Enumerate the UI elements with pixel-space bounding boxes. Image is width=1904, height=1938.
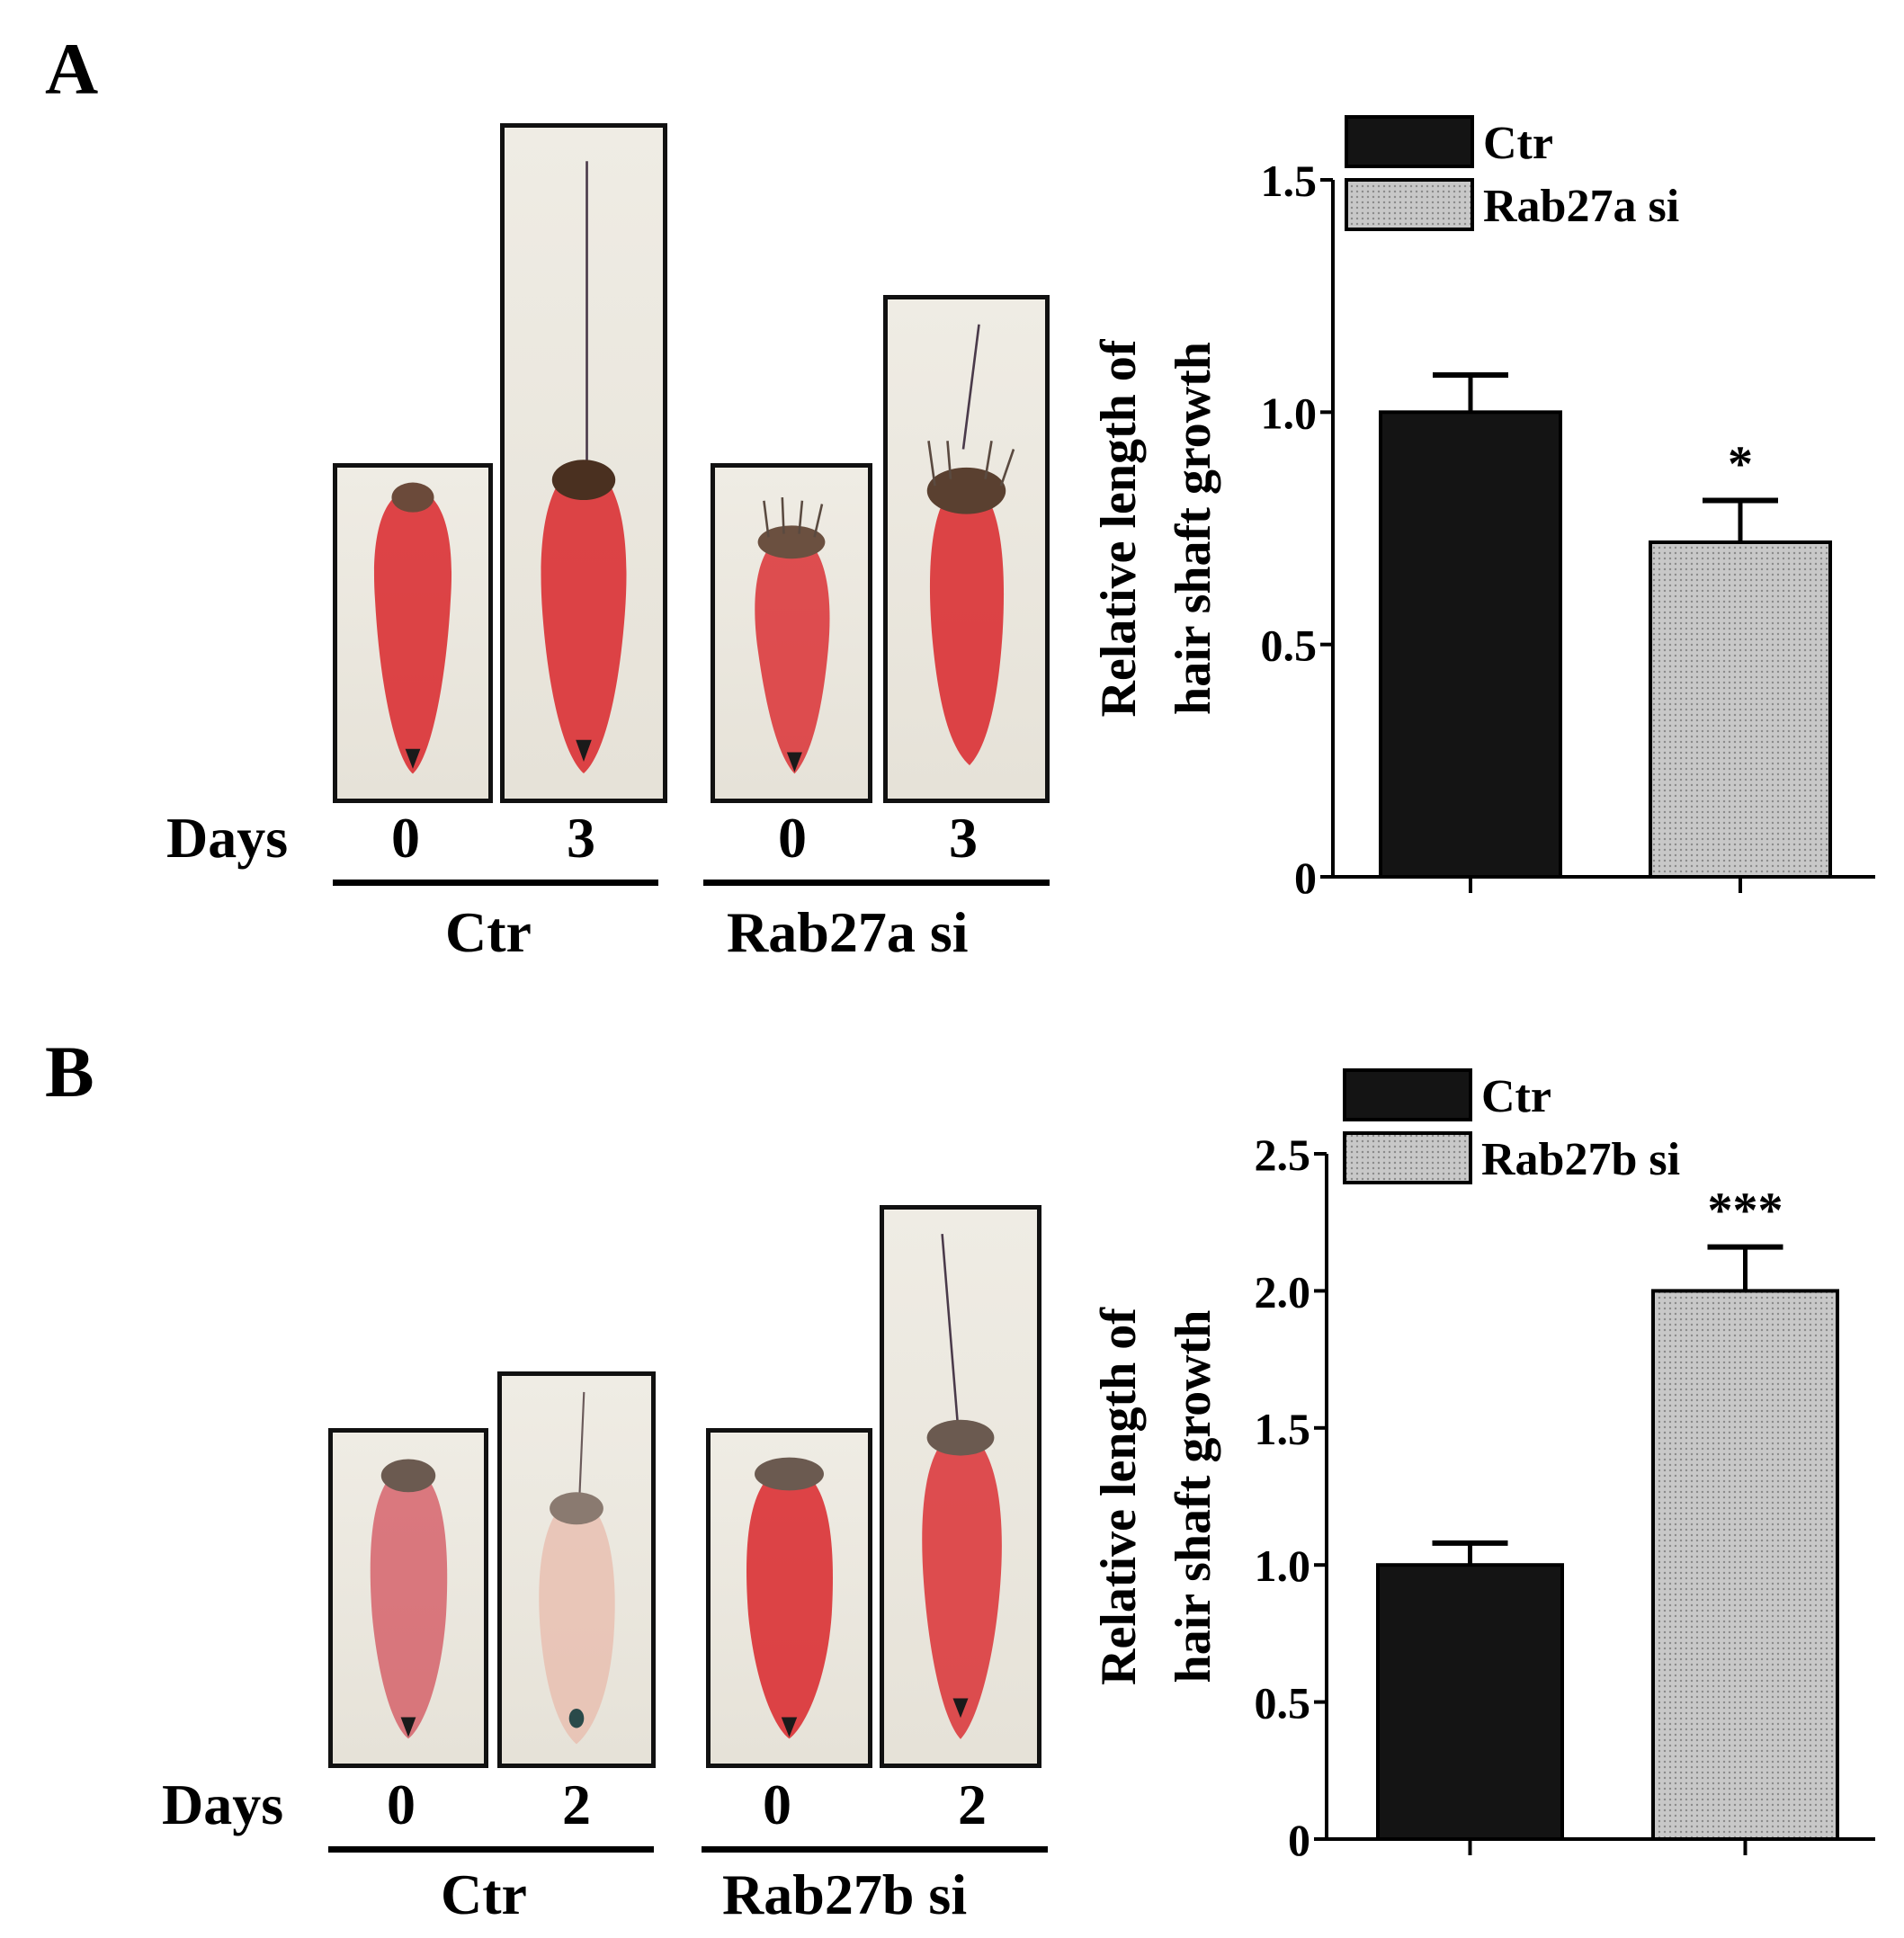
- day-label: 0: [763, 1773, 791, 1836]
- significance-label-a: *: [1728, 437, 1753, 493]
- legend-label-b: Ctr: [1481, 1071, 1551, 1122]
- legend-label-a: Ctr: [1483, 118, 1553, 169]
- significance-label-b: ***: [1708, 1183, 1783, 1239]
- group-label-ctr: Ctr: [441, 1862, 527, 1926]
- y-axis-label-line2-b: hair shaft growth: [1166, 1310, 1221, 1683]
- days-label: Days: [166, 806, 289, 870]
- bar-si-a: [1649, 540, 1832, 879]
- group-underline-rab27a: [703, 880, 1050, 886]
- legend-swatch-si-a: [1345, 178, 1474, 231]
- bar-si-b: [1651, 1289, 1839, 1841]
- y-tick-label-b: 1.5: [1255, 1404, 1311, 1454]
- day-label: 2: [562, 1773, 591, 1836]
- day-label: 0: [387, 1773, 416, 1836]
- panel-a-letter: A: [45, 28, 99, 110]
- day-label: 2: [958, 1773, 987, 1836]
- y-axis-label-line1-a: Relative length of: [1091, 338, 1147, 717]
- y-tick-label-b: 2.5: [1255, 1130, 1311, 1180]
- legend-label-a: Rab27a si: [1483, 181, 1679, 232]
- days-label: Days: [162, 1773, 284, 1836]
- panel-b-letter: B: [45, 1031, 94, 1112]
- legend-label-b: Rab27b si: [1481, 1134, 1680, 1185]
- group-label-ctr: Ctr: [445, 900, 532, 964]
- follicle-photo-ctr-day3: [500, 123, 667, 803]
- y-tick-label-b: 0.5: [1255, 1678, 1311, 1728]
- follicle-photo-rab27b-day2: [880, 1205, 1041, 1768]
- group-label-rab27a: Rab27a si: [727, 900, 969, 964]
- day-label: 3: [567, 806, 595, 870]
- y-tick-label-b: 0: [1288, 1815, 1310, 1865]
- y-tick-label-a: 1.5: [1261, 156, 1318, 206]
- follicle-photo-rab27a-day3: [883, 295, 1050, 803]
- bar-ctr-b: [1376, 1563, 1564, 1841]
- day-label: 3: [949, 806, 978, 870]
- day-label: 0: [391, 806, 420, 870]
- group-underline-ctr: [328, 1846, 654, 1853]
- follicle-photo-ctr-day2: [497, 1371, 656, 1768]
- follicle-photo-ctr-day0: [333, 463, 493, 803]
- follicle-photo-rab27a-day0: [711, 463, 872, 803]
- group-underline-ctr: [333, 880, 658, 886]
- y-axis-label-line1-b: Relative length of: [1091, 1307, 1147, 1685]
- follicle-photo-rab27b-day0: [706, 1428, 872, 1768]
- follicle-photo-ctr-day0: [328, 1428, 488, 1768]
- y-tick-label-b: 2.0: [1255, 1266, 1311, 1317]
- group-underline-rab27b: [702, 1846, 1048, 1853]
- legend-swatch-ctr-a: [1345, 115, 1474, 168]
- bar-ctr-a: [1379, 410, 1562, 880]
- day-label: 0: [778, 806, 807, 870]
- group-label-rab27b: Rab27b si: [722, 1862, 968, 1926]
- y-tick-label-a: 1.0: [1261, 388, 1318, 438]
- legend-swatch-si-b: [1343, 1131, 1472, 1184]
- y-tick-label-a: 0.5: [1261, 621, 1318, 671]
- y-tick-label-a: 0: [1294, 853, 1317, 903]
- y-tick-label-b: 1.0: [1255, 1541, 1311, 1591]
- y-axis-label-line2-a: hair shaft growth: [1166, 342, 1221, 715]
- legend-swatch-ctr-b: [1343, 1068, 1472, 1121]
